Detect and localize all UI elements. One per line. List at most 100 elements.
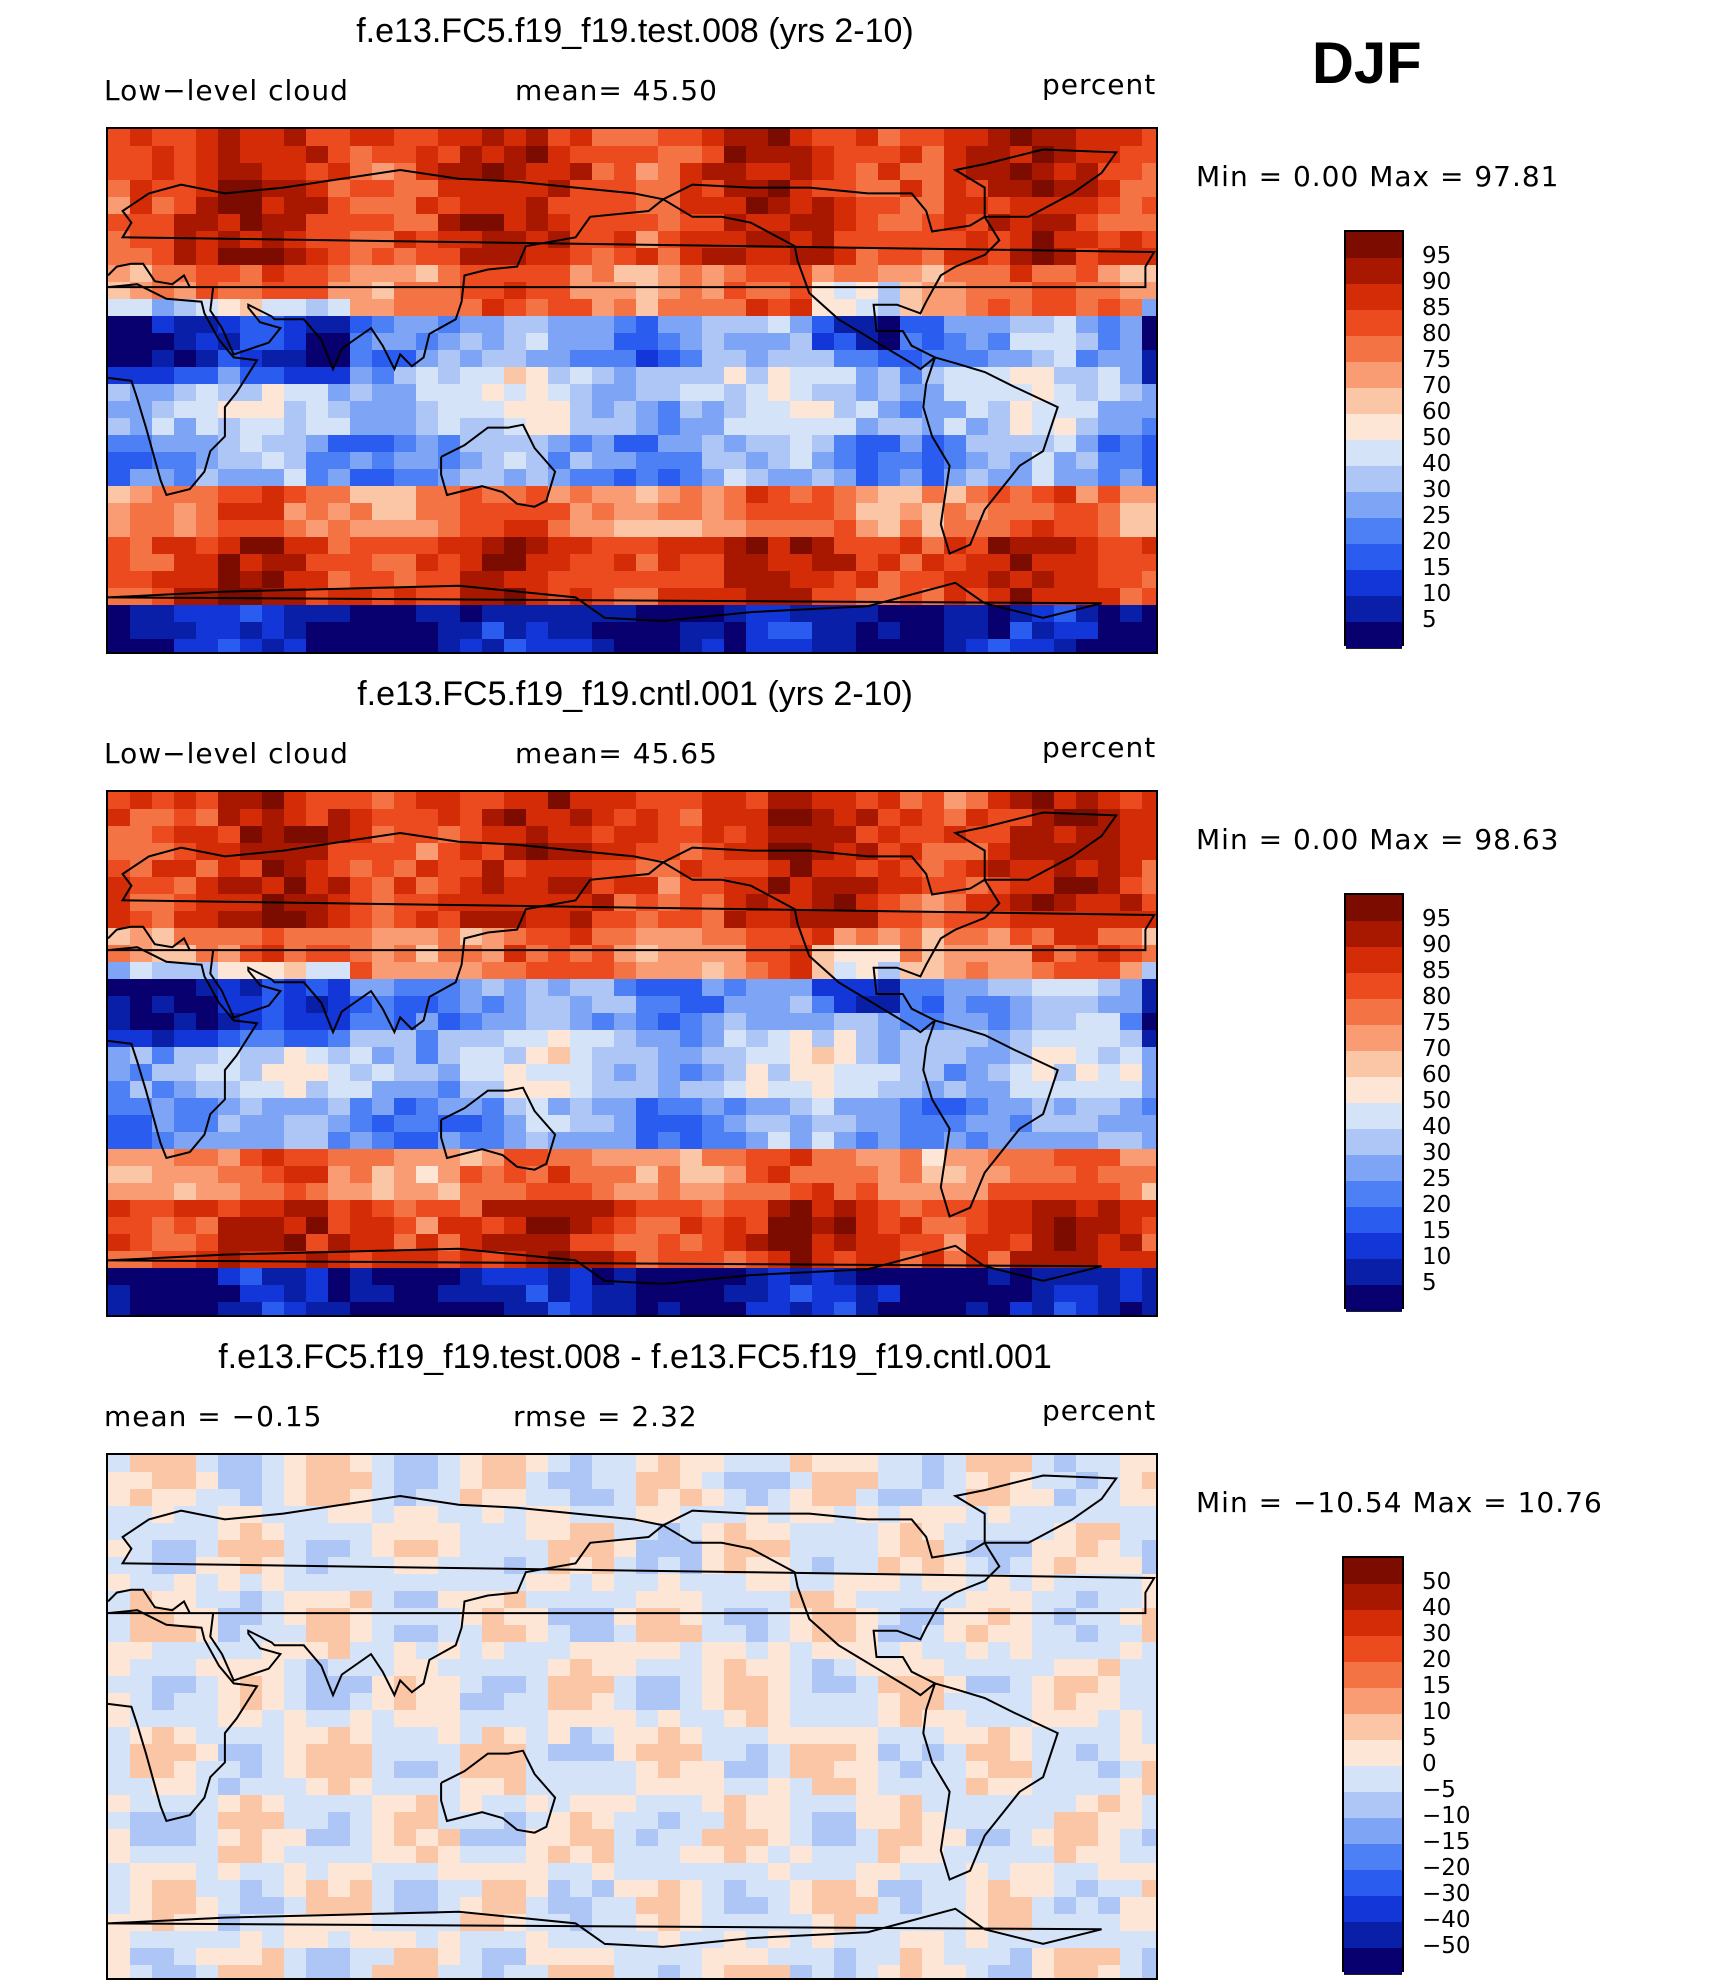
field-cell <box>834 1625 857 1643</box>
field-cell <box>482 1965 505 1978</box>
field-cell <box>922 792 945 810</box>
field-cell <box>394 197 417 215</box>
field-cell <box>174 350 197 368</box>
field-cell <box>944 333 967 351</box>
field-cell <box>592 1778 615 1796</box>
field-cell <box>614 1897 637 1915</box>
field-cell <box>262 1863 285 1881</box>
field-cell <box>1120 894 1143 912</box>
colorbar-tick-label: 40 <box>1422 1595 1452 1621</box>
field-cell <box>416 1251 439 1269</box>
field-cell <box>262 299 285 317</box>
field-cell <box>372 911 395 929</box>
field-cell <box>658 622 681 640</box>
field-cell <box>570 452 593 470</box>
field-cell <box>482 1642 505 1660</box>
field-cell <box>108 1693 131 1711</box>
field-cell <box>240 1047 263 1065</box>
field-cell <box>548 1693 571 1711</box>
field-cell <box>548 928 571 946</box>
field-cell <box>218 299 241 317</box>
field-cell <box>328 1285 351 1303</box>
field-cell <box>636 1744 659 1762</box>
field-cell <box>394 1506 417 1524</box>
field-cell <box>1010 1217 1033 1235</box>
field-cell <box>702 962 725 980</box>
field-cell <box>526 809 549 827</box>
field-cell <box>900 1880 923 1898</box>
field-cell <box>1054 979 1077 997</box>
field-cell <box>768 911 791 929</box>
field-cell <box>438 877 461 895</box>
field-cell <box>1076 1489 1099 1507</box>
field-cell <box>614 1234 637 1252</box>
field-cell <box>482 826 505 844</box>
field-cell <box>372 265 395 283</box>
field-cell <box>284 809 307 827</box>
field-cell <box>328 503 351 521</box>
field-cell <box>1032 1948 1055 1966</box>
field-cell <box>1054 877 1077 895</box>
field-cell <box>152 537 175 555</box>
field-cell <box>482 945 505 963</box>
field-cell <box>1076 248 1099 266</box>
field-cell <box>372 1455 395 1473</box>
field-cell <box>988 367 1011 385</box>
field-cell <box>1120 1268 1143 1286</box>
field-cell <box>174 146 197 164</box>
panel-3-map <box>106 1453 1158 1980</box>
colorbar-swatch <box>1346 1077 1402 1104</box>
field-cell <box>372 1710 395 1728</box>
field-cell <box>438 1268 461 1286</box>
field-cell <box>350 282 373 300</box>
field-cell <box>746 537 769 555</box>
field-cell <box>768 1540 791 1558</box>
field-cell <box>284 1574 307 1592</box>
field-cell <box>636 809 659 827</box>
field-cell <box>306 1523 329 1541</box>
field-cell <box>1076 1098 1099 1116</box>
field-cell <box>834 1693 857 1711</box>
field-cell <box>548 214 571 232</box>
field-cell <box>306 1846 329 1864</box>
field-cell <box>438 248 461 266</box>
field-cell <box>284 1676 307 1694</box>
field-cell <box>394 1234 417 1252</box>
field-cell <box>812 962 835 980</box>
field-cell <box>1076 367 1099 385</box>
field-cell <box>218 486 241 504</box>
field-cell <box>592 1302 615 1315</box>
field-cell <box>504 1166 527 1184</box>
field-cell <box>306 1761 329 1779</box>
field-cell <box>416 401 439 419</box>
field-cell <box>284 1489 307 1507</box>
field-cell <box>504 1047 527 1065</box>
field-cell <box>614 962 637 980</box>
field-cell <box>1076 622 1099 640</box>
field-cell <box>394 214 417 232</box>
field-cell <box>174 571 197 589</box>
field-cell <box>614 333 637 351</box>
field-cell <box>724 248 747 266</box>
field-cell <box>240 1183 263 1201</box>
field-cell <box>812 1795 835 1813</box>
field-cell <box>636 333 659 351</box>
field-cell <box>416 1506 439 1524</box>
field-cell <box>944 1489 967 1507</box>
field-cell <box>1120 1846 1143 1864</box>
field-cell <box>944 1727 967 1745</box>
field-cell <box>196 486 219 504</box>
field-cell <box>614 877 637 895</box>
field-cell <box>284 1846 307 1864</box>
field-cell <box>350 214 373 232</box>
field-cell <box>108 996 131 1014</box>
field-cell <box>1120 503 1143 521</box>
field-cell <box>1098 486 1121 504</box>
field-cell <box>878 1778 901 1796</box>
field-cell <box>394 1132 417 1150</box>
field-cell <box>834 1795 857 1813</box>
field-cell <box>350 1217 373 1235</box>
field-cell <box>614 860 637 878</box>
field-cell <box>1010 1846 1033 1864</box>
field-cell <box>416 1744 439 1762</box>
